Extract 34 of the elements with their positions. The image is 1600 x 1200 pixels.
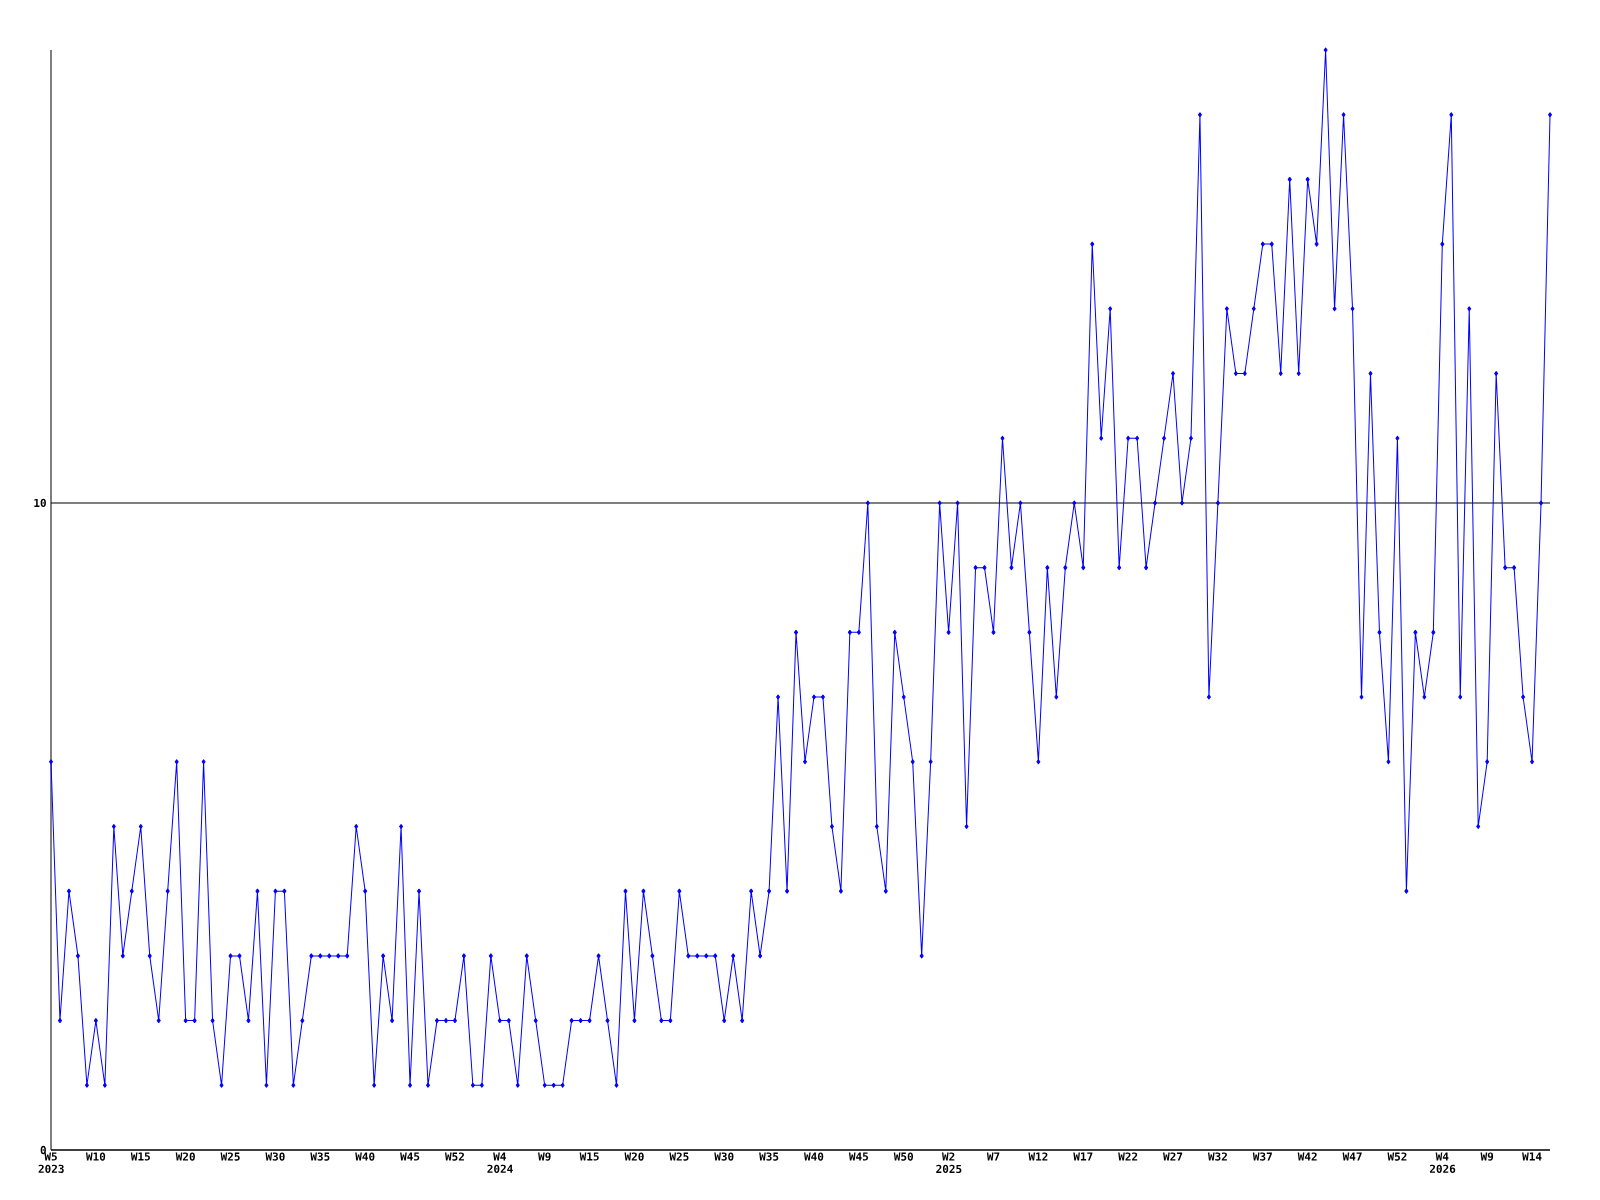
x-tick-label: W30	[265, 1152, 285, 1161]
x-tick-label: W52	[1387, 1152, 1407, 1161]
x-tick-label: W45	[400, 1152, 420, 1161]
x-tick-label: W15	[130, 1152, 150, 1161]
x-tick-label: W42	[1297, 1152, 1317, 1161]
x-tick-label: W40	[804, 1152, 824, 1161]
x-tick-label: W30	[714, 1152, 734, 1161]
x-tick-label: W37	[1252, 1152, 1272, 1161]
x-tick-label: W32	[1207, 1152, 1227, 1161]
x-tick-label: W45	[848, 1152, 869, 1161]
x-tick-label: W50	[893, 1152, 914, 1161]
x-tick-label: W2 2025	[936, 1152, 962, 1174]
x-tick-label: W17	[1073, 1152, 1093, 1161]
x-tick-label: W14	[1522, 1152, 1542, 1161]
y-tick-label: 10	[34, 498, 46, 508]
x-tick-label: W7	[986, 1152, 1000, 1161]
x-tick-label: W10	[85, 1152, 106, 1161]
x-tick-label: W15	[579, 1152, 599, 1161]
x-tick-label: W4 2026	[1429, 1152, 1456, 1173]
x-tick-label: W35	[759, 1152, 779, 1161]
x-tick-label: W4 2024	[487, 1152, 513, 1173]
x-tick-label: W25	[220, 1152, 240, 1161]
x-tick-label: W9	[1480, 1152, 1494, 1161]
x-tick-label: W40	[355, 1152, 375, 1161]
x-tick-label: W35	[310, 1152, 330, 1161]
x-tick-label: W20	[175, 1152, 195, 1161]
x-tick-label: W52	[444, 1152, 464, 1161]
x-tick-label: W20	[624, 1152, 644, 1161]
x-tick-label: W9	[538, 1152, 551, 1161]
x-tick-label: W25	[669, 1152, 689, 1161]
x-tick-label: W12	[1028, 1152, 1048, 1161]
x-tick-label: W27	[1163, 1152, 1183, 1161]
x-tick-label: W47	[1342, 1152, 1362, 1161]
x-tick-label: W22	[1118, 1152, 1138, 1161]
